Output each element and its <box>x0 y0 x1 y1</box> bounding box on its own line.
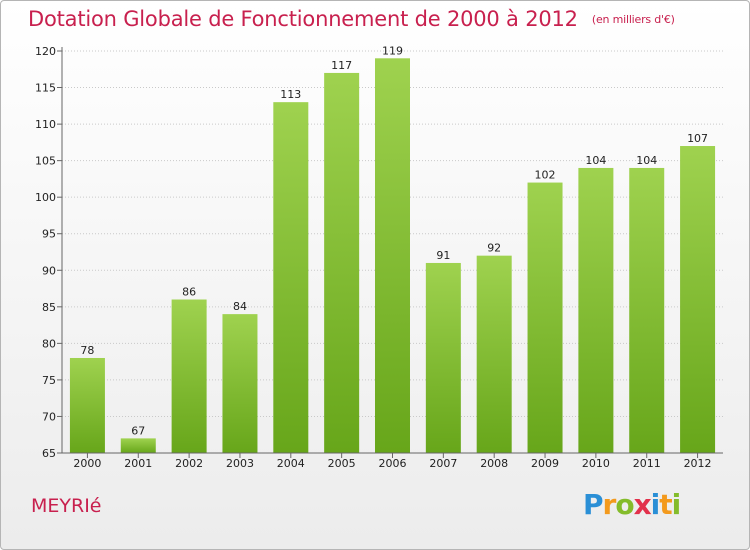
axes: 65 70 75 80 85 90 95 100 105 110 115 120 2000 2001 200… <box>35 45 723 470</box>
x-tick-label: 2009 <box>531 457 559 470</box>
x-tick-label: 2007 <box>429 457 457 470</box>
bar-value-label: 84 <box>233 300 247 313</box>
x-tick-label: 2011 <box>633 457 661 470</box>
y-tick-label: 115 <box>35 82 56 95</box>
chart-title-text: Dotation Globale de Fonctionnement de 20… <box>28 7 578 31</box>
bar-value-label: 102 <box>535 169 556 182</box>
y-tick-label: 80 <box>42 337 56 350</box>
chart-title: Dotation Globale de Fonctionnement de 20… <box>28 7 675 31</box>
bar-value-label: 67 <box>131 424 145 437</box>
y-tick-label: 65 <box>42 447 56 460</box>
bar-2012 <box>680 146 716 453</box>
bar-value-label: 86 <box>182 286 196 299</box>
x-tick-label: 2010 <box>582 457 610 470</box>
x-tick-label: 2008 <box>480 457 508 470</box>
x-tick-label: 2005 <box>328 457 356 470</box>
proxiti-logo: Proxiti <box>583 488 681 521</box>
bar-value-label: 119 <box>382 44 403 57</box>
x-tick-label: 2002 <box>175 457 203 470</box>
bar-2011 <box>629 167 665 454</box>
y-tick-label: 85 <box>42 301 56 314</box>
y-tick-label: 90 <box>42 264 56 277</box>
bar-2010 <box>578 167 614 454</box>
bar-value-label: 92 <box>487 242 501 255</box>
bars: 78 67 86 84 113 117 119 91 92 102 104 104 107 <box>69 44 716 454</box>
bar-2002 <box>171 299 207 453</box>
bar-value-label: 107 <box>687 132 708 145</box>
place-name: MEYRIé <box>31 495 102 517</box>
chart-subtitle: (en milliers d'€) <box>591 13 675 26</box>
bar-2009 <box>527 182 563 453</box>
y-tick-label: 75 <box>42 374 56 387</box>
bar-value-label: 91 <box>436 249 450 262</box>
bar-value-label: 104 <box>636 154 657 167</box>
bar-value-label: 104 <box>585 154 606 167</box>
y-tick-label: 95 <box>42 228 56 241</box>
y-tick-label: 70 <box>42 410 56 423</box>
bar-2006 <box>375 58 410 454</box>
bar-2003 <box>222 314 258 453</box>
bar-value-label: 78 <box>80 344 94 357</box>
x-tick-label: 2006 <box>379 457 407 470</box>
x-tick-label: 2012 <box>684 457 712 470</box>
bar-value-label: 117 <box>331 59 352 72</box>
bar-2004 <box>273 102 309 453</box>
bar-2001 <box>120 438 156 453</box>
x-tick-label: 2000 <box>73 457 101 470</box>
y-tick-label: 110 <box>35 118 56 131</box>
bar-value-label: 113 <box>280 88 301 101</box>
bar-2007 <box>425 262 461 453</box>
y-tick-label: 100 <box>35 191 56 204</box>
x-tick-label: 2001 <box>124 457 152 470</box>
bar-2005 <box>324 72 360 453</box>
y-tick-label: 105 <box>35 155 56 168</box>
x-tick-label: 2004 <box>277 457 305 470</box>
bar-2000 <box>69 357 105 453</box>
x-tick-label: 2003 <box>226 457 254 470</box>
bar-2008 <box>476 255 512 453</box>
y-tick-label: 120 <box>35 45 56 58</box>
